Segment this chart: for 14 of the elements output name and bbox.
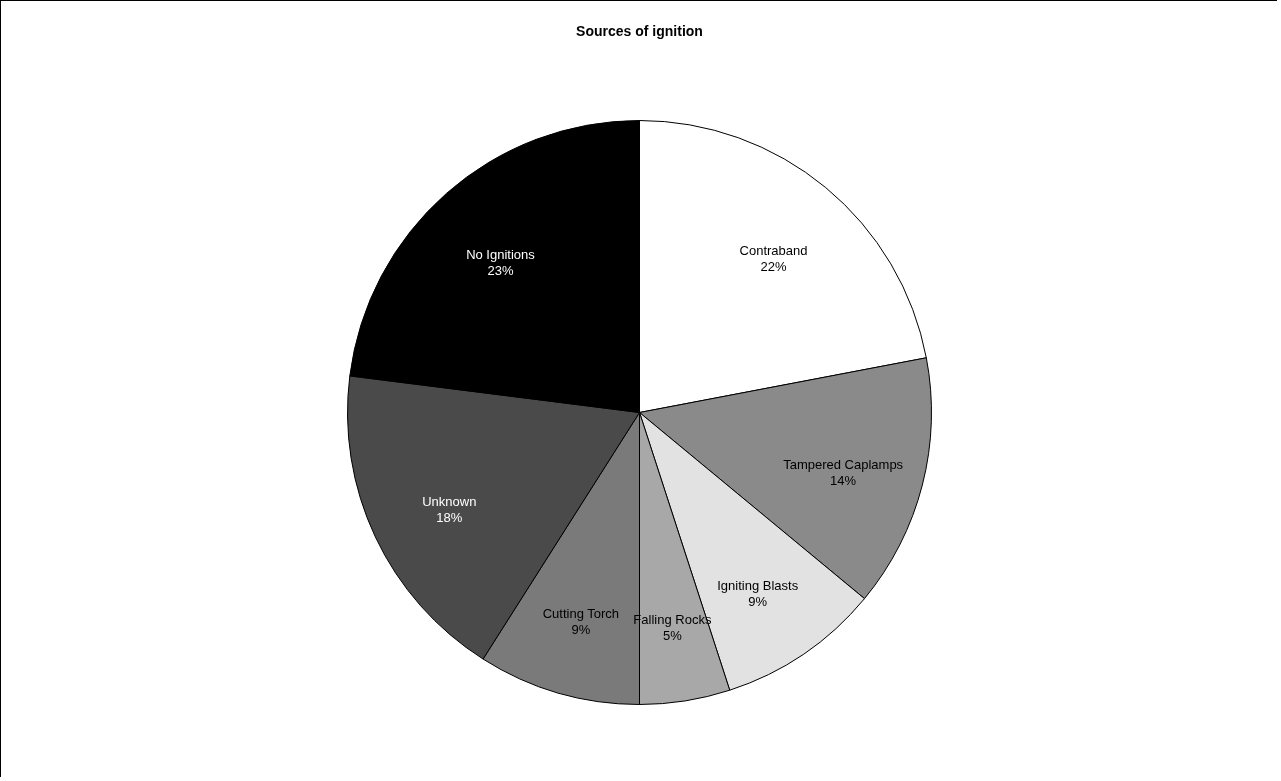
data-label: 9% [748,594,768,610]
slice-label: Igniting Blasts [717,578,799,594]
slice-label: Unknown [422,494,477,510]
data-label: 22% [760,258,787,274]
slice-label: Tampered Caplamps [783,456,904,472]
data-label: 14% [830,472,857,488]
data-label: 23% [487,262,514,278]
slice-label: No Ignitions [466,246,536,262]
data-label: 9% [571,622,591,638]
chart-title: Sources of ignition [576,23,703,39]
slice-label: Contraband [739,242,808,258]
data-label: 18% [436,510,463,526]
data-label: 5% [662,628,683,644]
slice-label: Cutting Torch [542,606,620,622]
